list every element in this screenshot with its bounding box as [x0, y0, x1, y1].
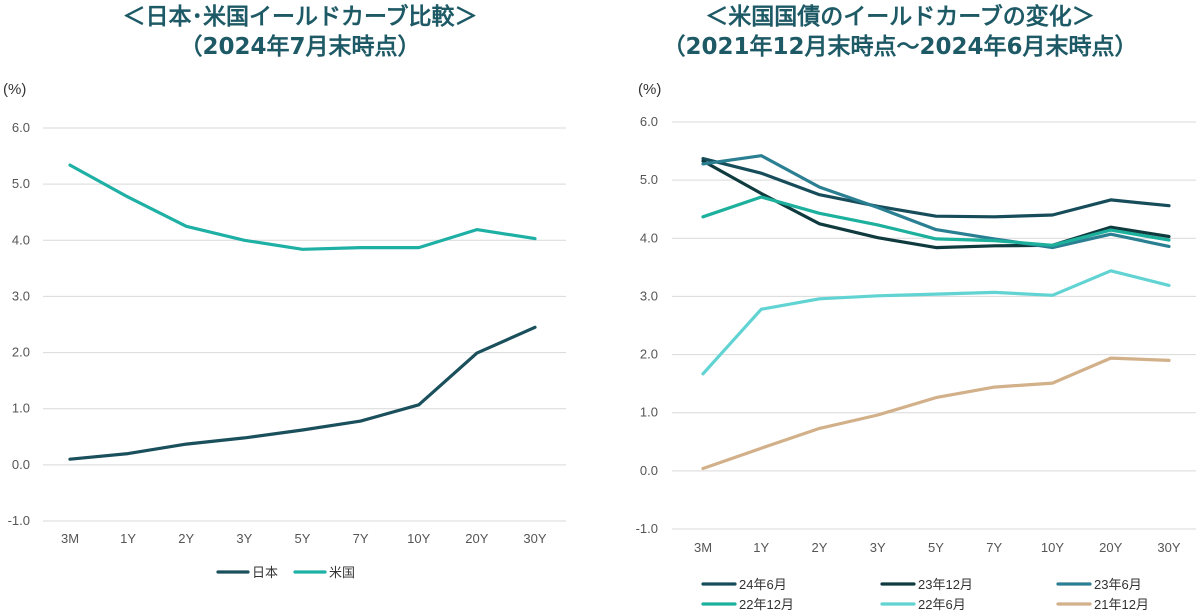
chart2-y-tick-label: 5.0: [640, 172, 658, 187]
chart2-x-tick-label: 5Y: [928, 540, 944, 555]
chart1-x-tick-label: 10Y: [407, 531, 430, 546]
chart2-x-tick-label: 2Y: [812, 540, 828, 555]
chart2-x-tick-label: 3M: [694, 540, 712, 555]
chart2-title-line1: ＜米国国債のイールドカーブの変化＞: [705, 4, 1095, 30]
chart2-legend-label: 22年12月: [739, 597, 794, 612]
chart2-y-tick-label: 0.0: [640, 463, 658, 478]
chart2-series-line-22年6月: [701, 269, 1171, 376]
chart2-series-line-22年12月: [701, 195, 1171, 247]
chart1-title-line2: （2024年7月末時点）: [179, 34, 421, 60]
chart1-y-tick-label: 0.0: [12, 457, 30, 472]
chart1-y-tick-label: 5.0: [12, 176, 30, 191]
chart2-y-tick-label: 6.0: [640, 114, 658, 129]
chart2-x-tick-label: 1Y: [753, 540, 769, 555]
chart2-y-tick-label: 3.0: [640, 288, 658, 303]
chart2-x-tick-label: 7Y: [986, 540, 1002, 555]
chart2-legend-label: 23年6月: [1094, 577, 1142, 592]
chart1-y-tick-label: 6.0: [12, 120, 30, 135]
chart1-title: ＜日本･米国イールドカーブ比較＞ （2024年7月末時点）: [0, 2, 600, 62]
chart2-legend-label: 24年6月: [739, 577, 787, 592]
chart2-x-tick-label: 20Y: [1099, 540, 1122, 555]
chart1-x-tick-label: 5Y: [295, 531, 311, 546]
chart2-legend-label: 23年12月: [918, 577, 973, 592]
chart1-x-tick-label: 3M: [61, 531, 79, 546]
chart2-x-tick-label: 3Y: [870, 540, 886, 555]
chart1-y-tick-label: 1.0: [12, 401, 30, 416]
chart2-unit-label: (%): [638, 81, 661, 98]
chart2-y-tick-label: -1.0: [636, 521, 658, 536]
chart1-y-tick-label: 3.0: [12, 288, 30, 303]
chart2-y-tick-label: 2.0: [640, 347, 658, 362]
chart1-y-tick-label: 4.0: [12, 232, 30, 247]
chart2-y-tick-label: 4.0: [640, 230, 658, 245]
chart1-legend-label: 日本: [252, 565, 278, 580]
chart1-x-tick-label: 2Y: [178, 531, 194, 546]
chart2-series-line-24年6月: [701, 157, 1171, 219]
chart2-title: ＜米国国債のイールドカーブの変化＞ （2021年12月末時点～2024年6月末時…: [600, 2, 1200, 62]
chart1-series-line-日本: [68, 325, 537, 461]
chart1-japan-us-yield-curve: (%) -1.0 0.0 1.0 2.0 3.0 4.0 5.0 6.0 3M 1Y 2Y 3Y 5Y 7Y…: [3, 81, 566, 580]
chart1-x-tick-label: 7Y: [353, 531, 369, 546]
chart1-title-line1: ＜日本･米国イールドカーブ比較＞: [122, 4, 478, 30]
chart1-legend-label: 米国: [329, 565, 355, 580]
chart1-x-tick-label: 1Y: [120, 531, 136, 546]
chart2-series-line-21年12月: [701, 356, 1171, 471]
chart1-y-tick-label: -1.0: [8, 513, 30, 528]
chart2-title-line2: （2021年12月末時点～2024年6月末時点）: [662, 34, 1138, 60]
chart1-x-tick-label: 30Y: [523, 531, 546, 546]
chart2-y-tick-label: 1.0: [640, 405, 658, 420]
chart2-legend-label: 21年12月: [1094, 597, 1149, 612]
chart2-legend-label: 22年6月: [918, 597, 966, 612]
chart1-series-line-米国: [68, 163, 537, 251]
chart1-y-tick-label: 2.0: [12, 345, 30, 360]
chart2-x-tick-label: 10Y: [1041, 540, 1064, 555]
chart2-x-tick-label: 30Y: [1157, 540, 1180, 555]
chart1-x-tick-label: 3Y: [236, 531, 252, 546]
chart2-series-line-23年6月: [701, 154, 1171, 250]
chart1-x-tick-label: 20Y: [465, 531, 488, 546]
chart1-unit-label: (%): [3, 81, 26, 98]
